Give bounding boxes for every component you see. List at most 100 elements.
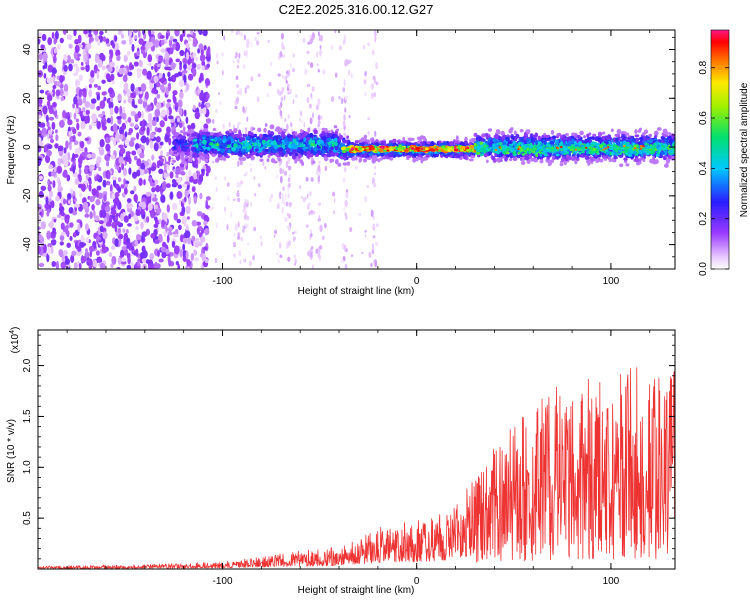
heatmap-cell xyxy=(82,88,87,93)
heatmap-cell xyxy=(300,195,303,199)
heatmap-cell xyxy=(186,216,190,220)
heatmap-cell xyxy=(168,39,173,47)
heatmap-cell xyxy=(256,32,260,35)
heatmap-cell xyxy=(97,85,102,91)
heatmap-cell xyxy=(175,229,179,234)
heatmap-cell xyxy=(174,41,181,52)
heatmap-cell xyxy=(59,234,65,241)
heatmap-cell xyxy=(105,73,111,80)
heatmap-cell xyxy=(48,76,54,84)
heatmap-cell xyxy=(239,259,242,265)
heatmap-cell xyxy=(227,149,232,153)
heatmap-cell xyxy=(78,88,83,98)
heatmap-cell xyxy=(310,177,314,182)
heatmap-cell xyxy=(101,247,108,254)
heatmap-cell xyxy=(332,191,336,197)
heatmap-cell xyxy=(323,146,328,151)
heatmap-cell xyxy=(288,201,292,208)
heatmap-cell xyxy=(160,39,165,46)
heatmap-cell xyxy=(101,121,105,129)
heatmap-cell xyxy=(345,214,348,221)
heatmap-cell xyxy=(623,157,628,161)
heatmap-cell xyxy=(197,48,201,54)
heatmap-cell xyxy=(52,227,56,234)
heatmap-cell xyxy=(52,180,56,189)
heatmap-cell xyxy=(135,225,139,231)
heatmap-cell xyxy=(589,136,594,140)
heatmap-cell xyxy=(38,262,45,268)
heatmap-cell xyxy=(243,173,247,177)
heatmap-cell xyxy=(190,122,196,130)
heatmap-cell xyxy=(152,197,158,202)
heatmap-cell xyxy=(118,156,124,164)
heatmap-cell xyxy=(166,151,170,157)
heatmap-cell xyxy=(40,44,45,50)
heatmap-cell xyxy=(90,69,95,79)
heatmap-cell xyxy=(72,232,77,238)
heatmap-cell xyxy=(48,164,54,170)
heatmap-cell xyxy=(127,203,134,209)
heatmap-cell xyxy=(315,248,319,254)
heatmap-cell xyxy=(150,30,155,35)
heatmap-cell xyxy=(196,63,201,70)
heatmap-cell xyxy=(306,193,309,199)
heatmap-cell xyxy=(595,159,600,163)
heatmap-cell xyxy=(145,259,151,264)
heatmap-cell xyxy=(315,104,319,111)
heatmap-cell xyxy=(230,138,235,143)
heatmap-cell xyxy=(257,73,261,78)
heatmap-cell xyxy=(55,134,59,142)
heatmap-cell xyxy=(173,233,179,238)
heatmap-cell xyxy=(240,31,244,38)
heatmap-cell xyxy=(55,195,60,202)
heatmap-cell xyxy=(150,66,154,70)
heatmap-cell xyxy=(426,141,432,145)
heatmap-cell xyxy=(186,259,191,267)
heatmap-cell xyxy=(236,182,240,188)
heatmap-cell xyxy=(66,230,70,238)
heatmap-cell xyxy=(514,136,518,142)
heatmap-cell xyxy=(372,215,375,220)
heatmap-cell xyxy=(592,133,597,137)
heatmap-cell xyxy=(180,171,186,176)
heatmap-cell xyxy=(227,195,230,202)
heatmap-cell xyxy=(153,116,156,121)
heatmap-cell xyxy=(318,38,321,41)
heatmap-cell xyxy=(648,133,652,137)
heatmap-cell xyxy=(372,242,374,251)
heatmap-cell xyxy=(198,30,203,35)
heatmap-cell xyxy=(285,79,288,84)
heatmap-cell xyxy=(38,97,43,105)
heatmap-cell xyxy=(110,209,117,216)
heatmap-cell xyxy=(179,49,185,57)
heatmap-cell xyxy=(140,167,145,176)
heatmap-cell xyxy=(101,79,106,84)
heatmap-cell xyxy=(185,250,189,260)
heatmap-cell xyxy=(138,177,143,187)
heatmap-cell xyxy=(343,132,347,137)
heatmap-cell xyxy=(243,34,246,41)
heatmap-cell xyxy=(132,171,138,179)
heatmap-cell xyxy=(163,163,167,171)
heatmap-cell xyxy=(73,262,78,269)
heatmap-cell xyxy=(48,134,54,139)
heatmap-cell xyxy=(187,73,194,81)
heatmap-cell xyxy=(171,43,177,50)
heatmap-cell xyxy=(203,229,208,234)
heatmap-cell xyxy=(88,83,92,89)
heatmap-cell xyxy=(88,33,93,38)
heatmap-cell xyxy=(153,142,159,152)
heatmap-cell xyxy=(52,55,57,64)
heatmap-cell xyxy=(422,135,426,141)
heatmap-cell xyxy=(140,135,147,144)
heatmap-cell xyxy=(47,243,52,248)
heatmap-cell xyxy=(141,111,144,119)
heatmap-cell xyxy=(64,214,70,220)
heatmap-cell xyxy=(199,192,203,200)
heatmap-cell xyxy=(114,191,120,198)
heatmap-cell xyxy=(370,209,374,218)
heatmap-cell xyxy=(312,210,316,215)
heatmap-cell xyxy=(150,166,156,172)
heatmap-cell xyxy=(175,174,179,178)
heatmap-cell xyxy=(214,137,218,142)
